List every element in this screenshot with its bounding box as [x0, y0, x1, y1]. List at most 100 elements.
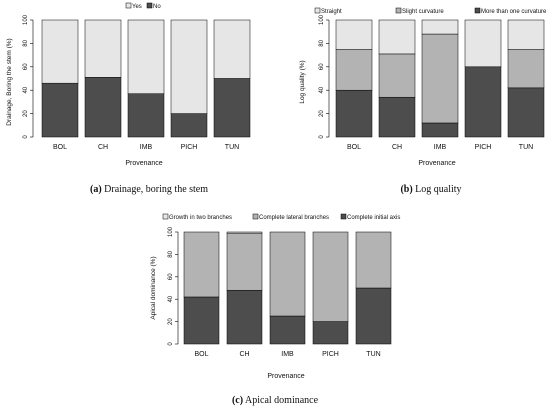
x-axis-drainage: BOL CH IMB PICH TUN [53, 144, 239, 151]
y-axis-drainage: 0 20 40 60 80 100 [23, 14, 34, 139]
bar-ch-yes [84, 19, 122, 78]
x-tick-label-pich: PICH [475, 144, 492, 151]
y-tick-label: 40 [319, 86, 325, 93]
bar-bol-complete-initial-axis [183, 296, 220, 345]
x-axis-label-log-quality: Provenance [418, 160, 455, 167]
caption-text-b: Log quality [415, 184, 461, 195]
x-axis-label-apical-dominance: Provenance [267, 373, 304, 380]
bar-tun-slight-curvature [507, 49, 545, 89]
bar-ch-no [84, 77, 122, 138]
x-tick-label-imb: IMB [434, 144, 447, 151]
bar-pich-more-than-one-curvature [464, 66, 502, 138]
legend-swatch-straight [314, 7, 321, 14]
y-axis-label-apical-dominance: Apical dominance (%) [150, 256, 157, 319]
legend-label-straight: Straight [321, 9, 342, 15]
bar-pich-complete-lateral-branches [312, 231, 349, 322]
y-axis-apical-dominance: 0 20 40 60 80 100 [168, 226, 179, 346]
bar-pich-no [170, 113, 208, 138]
legend-swatch-initial [340, 213, 347, 220]
panel-log-quality: Straight Slight curvature More than one … [299, 7, 547, 195]
bar-imb-no [127, 93, 165, 138]
legend-drainage: Yes No [125, 2, 161, 10]
x-tick-label-pich: PICH [181, 144, 198, 151]
bar-bol-no [41, 82, 79, 138]
y-tick-label: 60 [23, 63, 29, 70]
caption-apical-dominance: (c) Apical dominance [232, 395, 319, 406]
bar-ch-slight-curvature [378, 53, 416, 98]
bar-bol-more-than-one-curvature [335, 89, 373, 138]
legend-swatch-two-branches [162, 213, 169, 220]
caption-drainage: (a) Drainage, boring the stem [90, 184, 208, 195]
panel-apical-dominance: Growth in two branches Complete lateral … [150, 213, 400, 406]
legend-apical-dominance: Growth in two branches Complete lateral … [162, 213, 400, 221]
bar-ch-complete-lateral-branches [226, 232, 263, 291]
bar-imb-complete-initial-axis [269, 315, 306, 345]
y-tick-label: 0 [23, 135, 29, 139]
bar-ch-more-than-one-curvature [378, 96, 416, 138]
legend-swatch-yes [125, 2, 132, 9]
bar-ch-growth-in-two-branches [226, 231, 263, 234]
caption-letter-c: (c) [232, 395, 243, 406]
y-tick-label: 100 [168, 226, 174, 237]
x-axis-apical-dominance: BOL CH IMB PICH TUN [194, 351, 380, 358]
bar-tun-straight [507, 19, 545, 50]
legend-swatch-slight [395, 7, 402, 14]
x-tick-label-tun: TUN [519, 144, 533, 151]
bar-tun-yes [213, 19, 251, 79]
x-tick-label-pich: PICH [322, 351, 339, 358]
bar-ch-straight [378, 19, 416, 55]
bar-tun-more-than-one-curvature [507, 87, 545, 138]
bar-tun-no [213, 78, 251, 138]
y-tick-label: 80 [319, 39, 325, 46]
y-axis-label-log-quality: Log quality (%) [299, 60, 306, 103]
x-axis-log-quality: BOL CH IMB PICH TUN [347, 144, 533, 151]
x-tick-label-bol: BOL [194, 351, 208, 358]
x-axis-label-drainage: Provenance [125, 160, 162, 167]
x-tick-label-ch: CH [392, 144, 402, 151]
legend-label-yes: Yes [132, 4, 142, 10]
legend-swatch-more [474, 7, 481, 14]
y-tick-label: 80 [168, 250, 174, 257]
legend-label-more: More than one curvature [481, 9, 547, 15]
bar-bol-straight [335, 19, 373, 50]
x-tick-label-bol: BOL [347, 144, 361, 151]
y-tick-label: 20 [168, 318, 174, 325]
caption-text-c: Apical dominance [245, 395, 319, 406]
bar-tun-complete-initial-axis [355, 287, 392, 345]
y-axis-label-drainage: Drainage, Boring the stem (%) [6, 38, 13, 125]
x-tick-label-tun: TUN [225, 144, 239, 151]
bar-pich-straight [464, 19, 502, 68]
y-tick-label: 40 [168, 295, 174, 302]
legend-label-no: No [153, 4, 161, 10]
bar-imb-slight-curvature [421, 33, 459, 124]
bar-pich-complete-initial-axis [312, 321, 349, 345]
bars-drainage [41, 19, 251, 138]
bar-imb-more-than-one-curvature [421, 122, 459, 138]
legend-label-initial: Complete initial axis [347, 215, 400, 221]
y-tick-label: 20 [319, 110, 325, 117]
y-axis-log-quality: 0 20 40 60 80 100 [319, 14, 330, 139]
legend-swatch-lateral [252, 213, 259, 220]
caption-log-quality: (b) Log quality [400, 184, 461, 195]
bars-apical-dominance [183, 231, 392, 345]
bar-imb-yes [127, 19, 165, 94]
y-tick-label: 80 [23, 39, 29, 46]
y-tick-label: 20 [23, 110, 29, 117]
bar-tun-complete-lateral-branches [355, 231, 392, 289]
x-tick-label-ch: CH [98, 144, 108, 151]
bars-log-quality [335, 19, 545, 138]
panel-drainage: Yes No Drainage, Boring the stem (%) 0 20… [6, 2, 251, 195]
y-tick-label: 0 [319, 135, 325, 139]
bar-imb-complete-lateral-branches [269, 231, 306, 317]
bar-pich-yes [170, 19, 208, 114]
bar-bol-yes [41, 19, 79, 84]
caption-letter-a: (a) [90, 184, 102, 195]
legend-label-two-branches: Growth in two branches [169, 215, 232, 221]
legend-label-slight: Slight curvature [402, 9, 444, 15]
y-tick-label: 100 [319, 14, 325, 25]
y-tick-label: 40 [23, 86, 29, 93]
legend-swatch-no [146, 2, 153, 9]
x-tick-label-imb: IMB [281, 351, 294, 358]
legend-label-lateral: Complete lateral branches [259, 215, 329, 221]
